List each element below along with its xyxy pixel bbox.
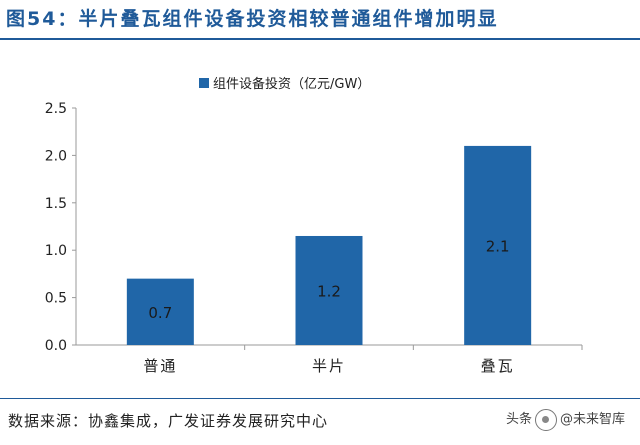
watermark-name: @未来智库 <box>560 412 626 427</box>
watermark-prefix: 头条 <box>506 412 533 427</box>
y-tick-label: 0.5 <box>45 291 67 307</box>
x-category-label: 半片 <box>312 357 346 375</box>
bar <box>126 278 194 345</box>
y-tick-label: 0.0 <box>45 338 67 354</box>
figure-header: 图54：半片叠瓦组件设备投资相较普通组件增加明显 <box>0 0 640 40</box>
bar-value-label: 1.2 <box>317 282 341 300</box>
figure-title: 图54：半片叠瓦组件设备投资相较普通组件增加明显 <box>6 8 499 30</box>
footer-divider <box>0 398 640 399</box>
bar-chart: 组件设备投资（亿元/GW） 0.0 0.5 1.0 1.5 2.0 2.5 0.7 普通 1.2 半… <box>45 76 583 375</box>
bar <box>295 235 363 345</box>
x-category-label: 叠瓦 <box>481 357 515 375</box>
legend-swatch <box>199 78 209 88</box>
y-tick-label: 2.5 <box>45 101 67 117</box>
bar-value-label: 2.1 <box>486 237 510 255</box>
bar <box>464 145 532 345</box>
watermark-logo-icon <box>535 408 558 431</box>
watermark: 头条 @未来智库 <box>506 408 625 431</box>
legend-label: 组件设备投资（亿元/GW） <box>213 76 370 92</box>
y-tick-label: 2.0 <box>45 148 67 164</box>
data-source: 数据来源：协鑫集成，广发证券发展研究中心 <box>8 412 329 430</box>
y-tick-label: 1.0 <box>45 243 67 259</box>
y-tick-label: 1.5 <box>45 196 67 212</box>
x-category-label: 普通 <box>143 357 177 375</box>
bar-value-label: 0.7 <box>148 304 172 322</box>
